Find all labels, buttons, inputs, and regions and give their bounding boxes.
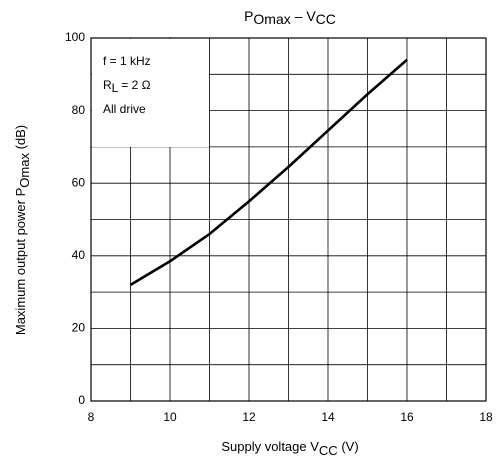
annotation: f = 1 kHz [103,54,151,68]
annotation: All drive [103,102,146,116]
data-line [129,58,408,286]
text-part: R [103,78,112,92]
text-part: All drive [103,102,146,116]
y-tick-label: 40 [72,248,86,262]
x-tick-label: 18 [479,410,493,424]
text-part: = 2 Ω [118,78,151,92]
x-tick-label: 8 [88,410,95,424]
text-part: CC [319,443,338,458]
y-axis-label: Maximum output power POmax (dB) [13,125,31,335]
text-part: (dB) [13,125,28,153]
text-part: P [244,8,253,24]
text-part: – V [291,8,317,24]
x-axis-label: Supply voltage VCC (V) [221,439,358,457]
text-part: Supply voltage V [221,439,319,454]
y-tick-label: 0 [78,393,85,407]
annotation-box [92,39,209,147]
annotation: RL = 2 Ω [103,78,151,95]
text-part: Maximum output power P [13,188,28,335]
text-part: (V) [338,439,359,454]
x-tick-label: 14 [321,410,335,424]
text-part: CC [316,11,336,27]
text-part: L [112,81,119,95]
y-tick-label: 20 [72,321,86,335]
y-tick-label: 60 [72,175,86,189]
text-part: f = 1 kHz [103,54,151,68]
text-part: Omax [17,153,32,188]
x-tick-label: 12 [242,410,256,424]
text-part: Omax [253,11,290,27]
plot-frame [90,37,487,402]
x-tick-label: 16 [400,410,414,424]
chart-title: POmax – VCC [244,8,336,28]
x-tick-label: 10 [163,410,177,424]
y-tick-label: 80 [72,103,86,117]
y-tick-label: 100 [65,30,85,44]
